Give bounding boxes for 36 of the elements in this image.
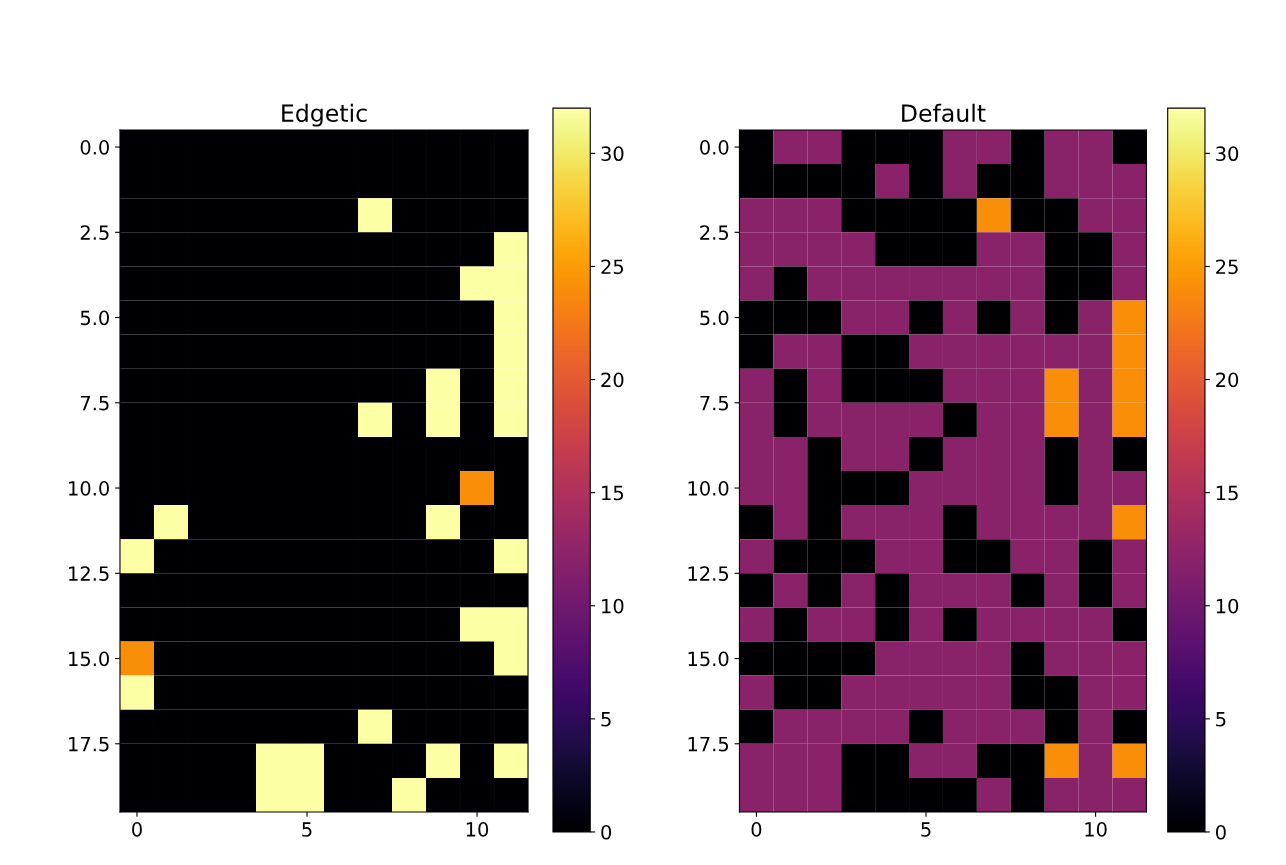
y-tick-label: 10.0	[69, 481, 109, 496]
color-bar-label: 5	[601, 712, 611, 727]
x-tick-label: 0	[132, 822, 142, 837]
color-bar-label: 10	[602, 598, 624, 614]
color-bar-label: 20	[601, 372, 624, 388]
y-tick-label: 17.5	[69, 736, 109, 752]
y-tick-label: 5.0	[700, 310, 729, 326]
y-tick-label: 2.5	[700, 225, 729, 240]
y-tick-label: 7.5	[700, 396, 729, 411]
x-tick-label: 10	[466, 822, 489, 837]
x-tick-label: 5	[921, 822, 931, 837]
x-tick-label: 5	[302, 822, 312, 837]
y-tick-label: 12.5	[69, 566, 109, 581]
color-bar-label: 10	[1216, 598, 1239, 614]
y-tick-label: 10.0	[688, 481, 729, 496]
color-bar-label: 15	[602, 485, 624, 501]
color-bar-label: 30	[1216, 146, 1239, 162]
chart-title: Default	[902, 103, 986, 123]
y-tick-label: 5.0	[80, 310, 109, 326]
color-bar-label: 25	[601, 259, 624, 275]
chart-title: Edgetic	[282, 103, 367, 127]
y-tick-label: 0.0	[700, 140, 729, 155]
color-bar-label: 15	[1216, 485, 1238, 501]
y-tick-label: 2.5	[80, 225, 109, 240]
color-bar-label: 5	[1216, 712, 1226, 727]
color-bar-label: 25	[1216, 259, 1238, 275]
color-bar-label: 20	[1216, 372, 1239, 388]
y-tick-label: 15.0	[69, 651, 109, 667]
y-tick-label: 12.5	[688, 566, 729, 581]
x-tick-label: 0	[751, 822, 762, 837]
x-tick-label: 10	[1085, 822, 1107, 837]
y-tick-label: 15.0	[688, 651, 729, 667]
y-tick-label: 0.0	[80, 140, 109, 155]
color-bar-label: 30	[601, 146, 624, 162]
y-tick-label: 17.5	[688, 736, 729, 752]
y-tick-label: 7.5	[80, 396, 109, 411]
